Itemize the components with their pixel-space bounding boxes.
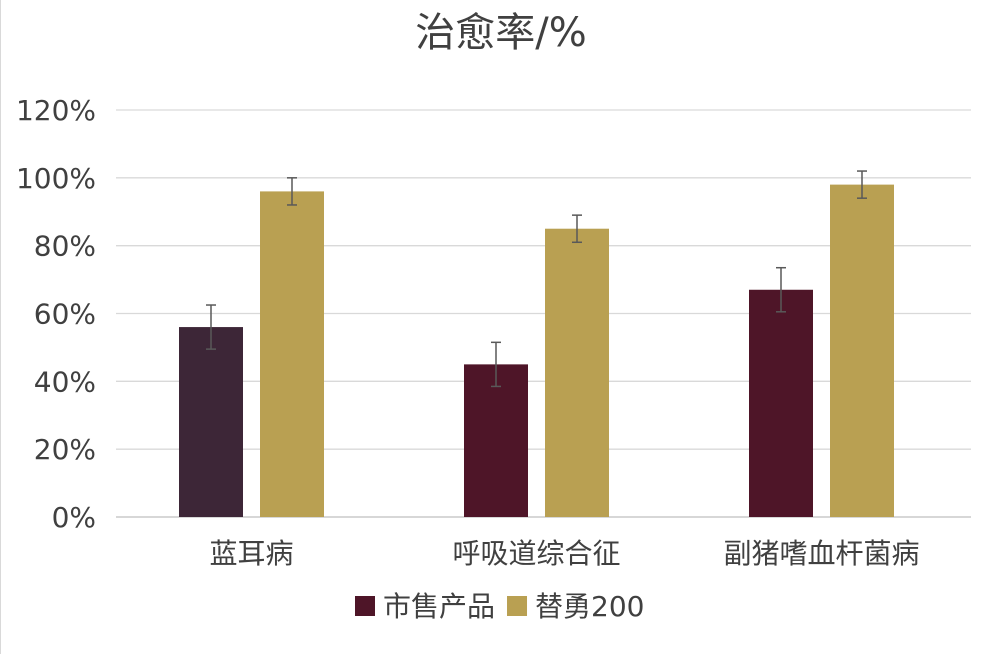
gridlines [116,109,971,518]
y-tick-label: 20% [34,433,96,466]
bar-market-product [749,289,813,517]
y-tick-label: 60% [34,298,96,331]
y-tick-label: 100% [16,162,96,195]
legend-swatch [507,596,528,616]
legend-label: 替勇200 [535,590,644,623]
y-tick-label: 120% [16,94,96,127]
x-axis-categories: 蓝耳病 呼吸道综合征 副猪嗜血杆菌病 [209,537,919,570]
error-bars [206,170,867,388]
bar-tiyong200 [545,228,609,518]
bar-market-product [464,364,528,517]
bar-tiyong200 [260,191,324,517]
legend: 市售产品 替勇200 [355,590,644,623]
y-tick-label: 40% [34,365,96,398]
bars [179,184,894,518]
y-tick-label: 0% [52,501,96,534]
bar-market-product [179,327,243,517]
x-category-label: 呼吸道综合征 [452,537,620,570]
x-category-label: 副猪嗜血杆菌病 [723,537,919,570]
x-category-label: 蓝耳病 [209,537,293,570]
y-tick-label: 80% [34,230,96,263]
legend-label: 市售产品 [383,590,495,623]
y-axis-ticks: 0% 20% 40% 60% 80% 100% 120% [16,94,96,534]
chart-title: 治愈率/% [415,10,586,56]
legend-swatch [355,596,375,616]
bar-tiyong200 [830,184,894,517]
